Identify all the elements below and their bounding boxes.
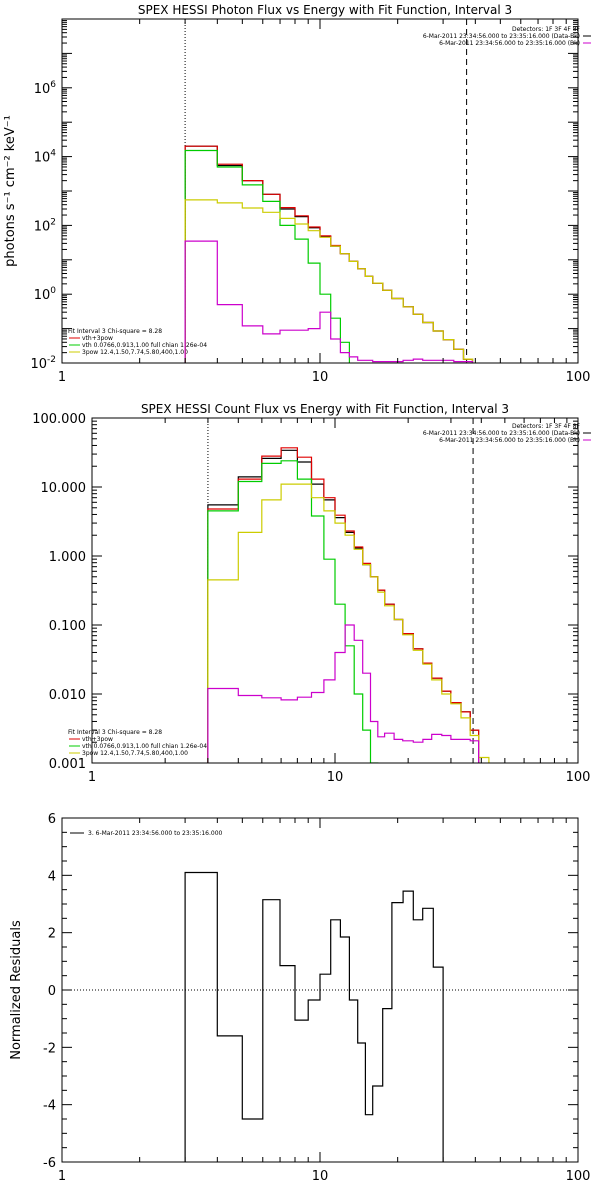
series-3-step-line <box>184 199 474 363</box>
photon-flux-title: SPEX HESSI Photon Flux vs Energy with Fi… <box>138 3 512 17</box>
y-tick-label: 100.000 <box>32 412 86 427</box>
legend-label-vth: vth 0.0766,0.913,1.00 full chian 1.26e-0… <box>82 342 207 349</box>
y-tick-label: 10-2 <box>30 355 56 372</box>
x-tick-label: 10 <box>312 370 329 385</box>
legend-label-vth-3pow: vth+3pow <box>82 736 113 743</box>
y-tick-label: -2 <box>43 1041 56 1056</box>
photon-flux-ylabel: photons s⁻¹ cm⁻² keV⁻¹ <box>3 115 18 267</box>
x-tick-label: 1 <box>88 770 96 785</box>
series-4-step-line <box>207 624 480 763</box>
bk-annotation: 6-Mar-2011 23:34:56.000 to 23:35:16.000 … <box>439 40 580 47</box>
count-flux-title: SPEX HESSI Count Flux vs Energy with Fit… <box>141 402 509 416</box>
y-tick-label: 1.000 <box>49 550 86 565</box>
y-tick-label: 6 <box>48 812 56 827</box>
bk-annotation: 6-Mar-2011 23:34:56.000 to 23:35:16.000 … <box>439 437 580 444</box>
residuals-panel: Normalized Residuals 3. 6-Mar-2011 23:34… <box>9 812 590 1184</box>
y-tick-label: -6 <box>43 1156 56 1171</box>
y-tick-label: 100 <box>34 286 57 303</box>
residuals-ylabel: Normalized Residuals <box>9 920 24 1060</box>
y-tick-label: 2 <box>48 927 56 942</box>
legend-label-vth: vth 0.0766,0.913,1.00 full chian 1.26e-0… <box>82 743 207 750</box>
plot-area: 1 10 100 -6 -4 -2 0 2 4 6 <box>43 812 590 1184</box>
series-group <box>207 447 490 763</box>
fit-interval-legend-header: Fit Interval 3 Chi-square = 8.28 <box>68 729 162 736</box>
x-tick-label: 100 <box>566 770 591 785</box>
x-tick-label: 10 <box>327 770 344 785</box>
series-group <box>184 871 444 1162</box>
x-tick-label: 100 <box>566 1169 591 1184</box>
detectors-annotation: Detectors: 1F 3F 4F 8F <box>512 26 581 33</box>
photon-flux-annotations: Detectors: 1F 3F 4F 8F 6-Mar-2011 23:34:… <box>68 26 591 356</box>
y-tick-label: 0.010 <box>49 688 86 703</box>
fit-interval-legend-header: Fit Interval 3 Chi-square = 8.28 <box>68 328 162 335</box>
y-tick-label: 106 <box>34 80 57 97</box>
count-flux-annotations: Detectors: 1F 3F 4F 8F 6-Mar-2011 23:34:… <box>68 423 591 757</box>
x-tick-label: 1 <box>58 1169 66 1184</box>
series-2-step-line <box>207 460 379 763</box>
residual-legend-label: 3. 6-Mar-2011 23:34:56.000 to 23:35:16.0… <box>88 830 223 837</box>
residuals-annotations: 3. 6-Mar-2011 23:34:56.000 to 23:35:16.0… <box>70 830 223 837</box>
detectors-annotation: Detectors: 1F 3F 4F 8F <box>512 423 581 430</box>
data-bk-annotation: 6-Mar-2011 23:34:56.000 to 23:35:16.000 … <box>423 430 580 437</box>
y-tick-label: 0 <box>48 984 56 999</box>
x-tick-label: 10 <box>312 1169 329 1184</box>
y-tick-label: 0.001 <box>49 757 86 772</box>
legend-label-3pow: 3pow 12.4,1.50,7.74,5.80,400,1.00 <box>82 750 188 757</box>
y-tick-label: 4 <box>48 869 56 884</box>
plot-area: 1 10 100 0.001 0.010 0.100 1.000 10.000 100.000 <box>32 412 590 785</box>
y-tick-label: 0.100 <box>49 619 86 634</box>
y-tick-label: 104 <box>34 149 57 166</box>
x-tick-label: 1 <box>58 370 66 385</box>
series-4-step-line <box>184 240 474 363</box>
plot-area: 1 10 100 10-2 100 102 104 106 <box>30 18 591 385</box>
count-flux-panel: SPEX HESSI Count Flux vs Energy with Fit… <box>32 402 591 785</box>
photon-flux-panel: SPEX HESSI Photon Flux vs Energy with Fi… <box>3 3 591 385</box>
y-tick-label: -4 <box>43 1099 56 1114</box>
series-group <box>184 145 474 363</box>
series-0-step-line <box>184 871 444 1162</box>
x-tick-label: 100 <box>566 370 591 385</box>
y-tick-label: 10.000 <box>41 481 87 496</box>
y-tick-label: 102 <box>34 217 56 234</box>
data-bk-annotation: 6-Mar-2011 23:34:56.000 to 23:35:16.000 … <box>423 33 580 40</box>
legend-label-vth-3pow: vth+3pow <box>82 335 113 342</box>
series-3-step-line <box>207 483 490 763</box>
legend-label-3pow: 3pow 12.4,1.50,7.74,5.80,400,1.00 <box>82 349 188 356</box>
